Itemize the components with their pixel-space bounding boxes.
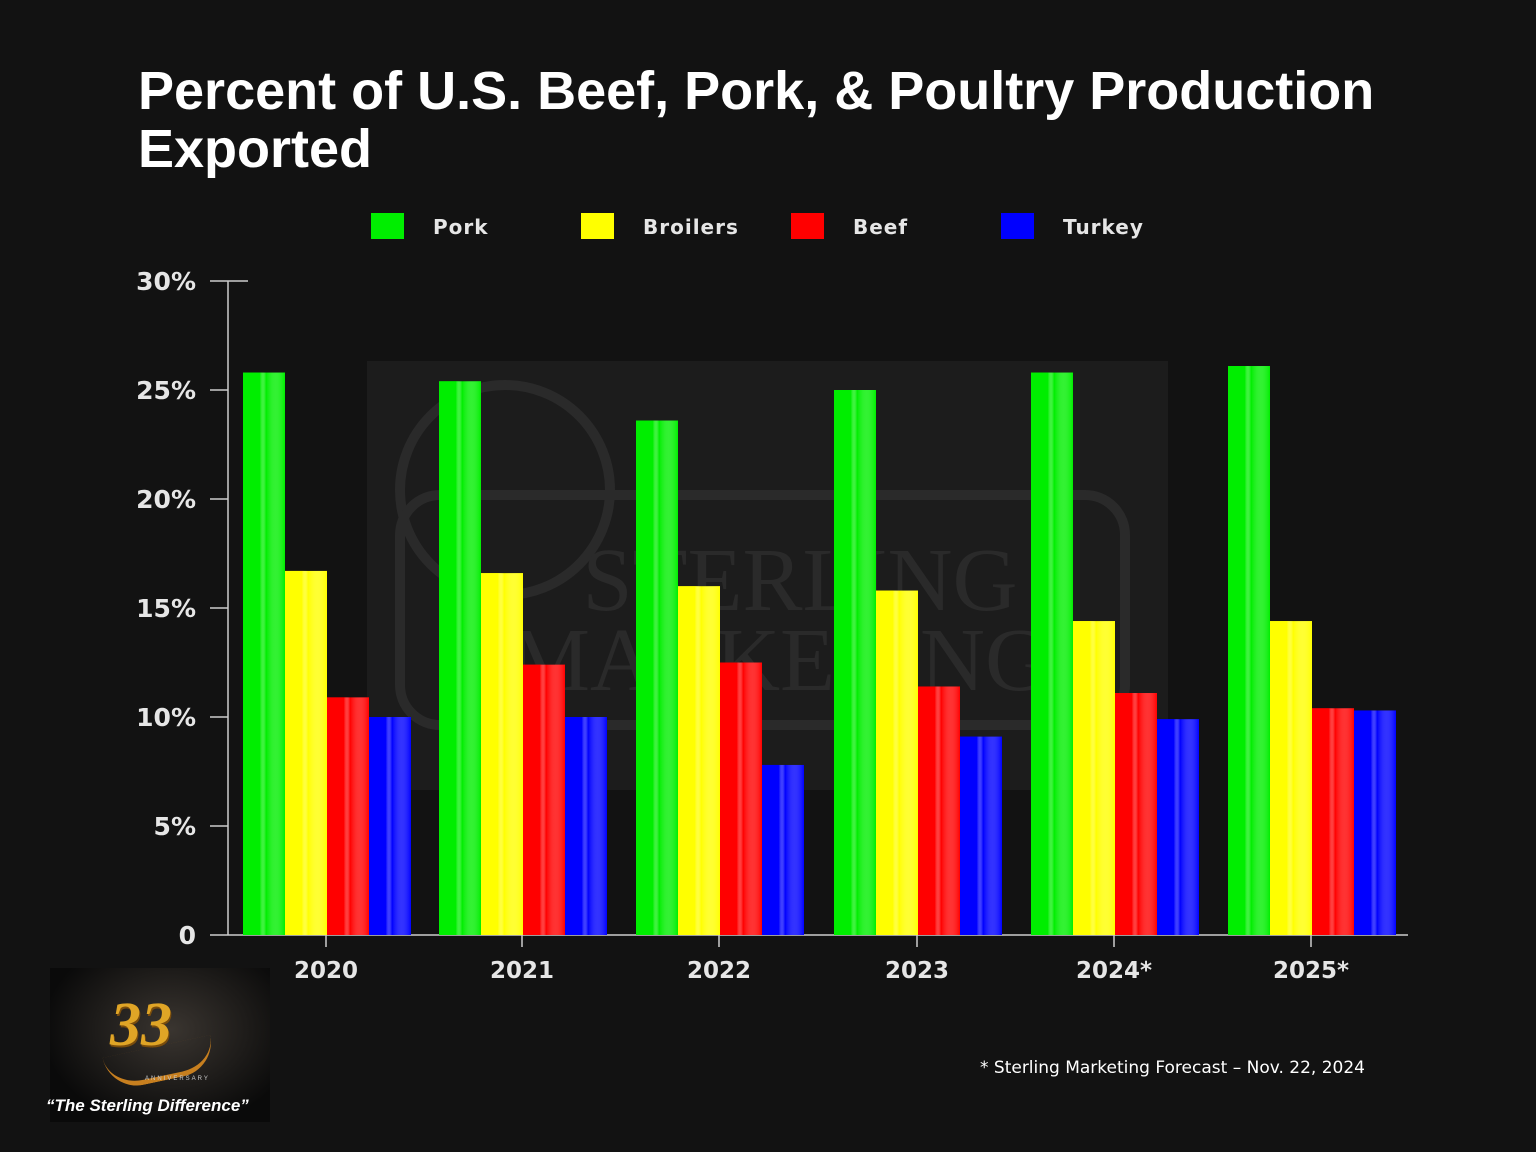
bar-shine (481, 573, 523, 935)
legend-label-turkey: Turkey (1063, 215, 1144, 239)
x-tick-label: 2024* (1076, 958, 1152, 984)
y-tick-label: 15% (136, 594, 196, 623)
x-tick-label: 2022 (687, 958, 751, 984)
bar-shine (1228, 366, 1270, 935)
legend-swatch-broilers (581, 213, 614, 239)
legend-swatch-beef (791, 213, 824, 239)
anniversary-logo: 33 ANNIVERSARY “The Sterling Difference” (46, 968, 270, 1122)
x-tick-label: 2025* (1273, 958, 1349, 984)
legend-swatch-turkey (1001, 213, 1034, 239)
svg-text:MARKETING: MARKETING (510, 611, 1050, 710)
y-tick-label: 0 (179, 921, 196, 950)
bar-shine (1157, 719, 1199, 935)
y-tick-label: 20% (136, 485, 196, 514)
bar-shine (285, 570, 327, 935)
bar-shine (834, 390, 876, 935)
legend-label-broilers: Broilers (643, 215, 739, 239)
y-tick-label: 30% (136, 267, 196, 296)
legend: Pork Broilers Beef Turkey (371, 213, 1144, 239)
bar-shine (762, 764, 804, 935)
bar-shine (1354, 710, 1396, 935)
x-tick-label: 2020 (294, 958, 358, 984)
bar-shine (1115, 693, 1157, 935)
legend-label-pork: Pork (433, 215, 489, 239)
x-tick-label: 2021 (490, 958, 554, 984)
y-tick-label: 25% (136, 376, 196, 405)
bar-shine (876, 590, 918, 935)
bars (243, 366, 1396, 935)
forecast-footnote: * Sterling Marketing Forecast – Nov. 22,… (980, 1058, 1365, 1078)
bar-shine (327, 697, 369, 935)
bar-shine (636, 420, 678, 935)
y-tick-label: 10% (136, 703, 196, 732)
bar-shine (369, 717, 411, 935)
bar-shine (523, 664, 565, 935)
legend-label-beef: Beef (853, 215, 908, 239)
y-tick-label: 5% (154, 812, 196, 841)
chart-title: Percent of U.S. Beef, Pork, & Poultry Pr… (138, 61, 1375, 179)
bar-shine (439, 381, 481, 935)
bar-shine (1031, 372, 1073, 935)
bar-shine (565, 717, 607, 935)
bar-shine (243, 372, 285, 935)
legend-swatch-pork (371, 213, 404, 239)
bar-shine (960, 736, 1002, 935)
x-tick-label: 2023 (885, 958, 949, 984)
axes: 0 5% 10% 15% 20% 25% 30% 2020 2021 2022 2023 2024* 2… (136, 267, 1408, 984)
logo-tagline: “The Sterling Difference” (46, 1096, 249, 1115)
bar-shine (720, 662, 762, 935)
bar-shine (918, 686, 960, 935)
bar-shine (1270, 621, 1312, 935)
bar-shine (678, 586, 720, 935)
bar-shine (1312, 708, 1354, 935)
bar-shine (1073, 621, 1115, 935)
